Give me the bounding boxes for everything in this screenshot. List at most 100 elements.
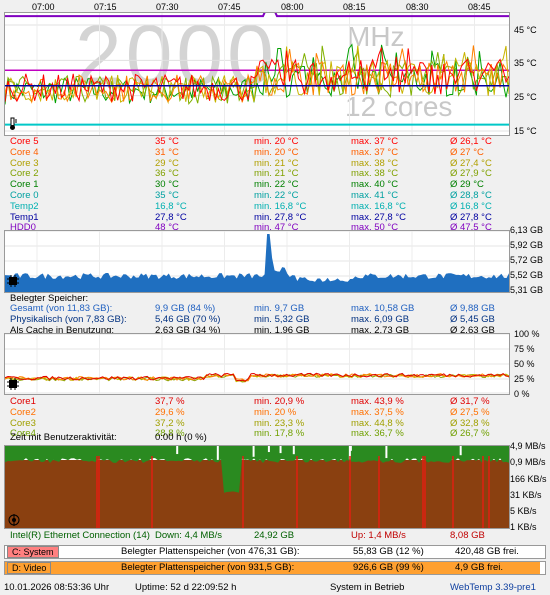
memory-chip-icon [7, 275, 19, 287]
temp-sensor-min: min. 21 °C [254, 168, 299, 180]
drive-free: 4,9 GB frei. [455, 562, 504, 573]
memory-cur: 5,46 GB (70 %) [155, 313, 221, 325]
temp-sensor-max: max. 37 °C [351, 146, 399, 158]
temp-sensor-row: Core 1 30 °C min. 22 °C max. 40 °C Ø 29 °C [0, 179, 550, 190]
temp-sensor-avg: Ø 26,1 °C [450, 136, 492, 147]
memory-cur: 9,9 GB (84 %) [155, 303, 216, 314]
temp-sensor-cur: 30 °C [155, 179, 179, 191]
y-tick: 166 KB/s [510, 474, 547, 484]
drive-free: 420,48 GB frei. [455, 546, 519, 557]
memory-min: min. 1,96 GB [254, 324, 310, 336]
cpu-core-row: Core2 29,6 % min. 20 % max. 37,5 % Ø 27,5 % [0, 407, 550, 418]
cpu-core-name: Core4 [10, 428, 36, 440]
memory-name: Als Cache in Benutzung: [10, 324, 115, 336]
y-tick: 0,9 MB/s [510, 457, 546, 467]
cpu-core-min: min. 20 % [254, 406, 297, 418]
temp-sensor-min: min. 47 °C [254, 222, 299, 234]
drive-desc: Belegter Plattenspeicher (von 931,5 GB): [121, 562, 295, 573]
time-tick: 07:30 [156, 2, 179, 12]
net-notch [279, 446, 282, 454]
network-chart [4, 445, 510, 529]
temp-sensor-cur: 29 °C [155, 157, 179, 169]
cpu-core-min: min. 17,8 % [254, 428, 305, 440]
upload-area [5, 460, 509, 528]
y-tick: 100 % [514, 329, 540, 339]
memory-cur: 2,63 GB (34 %) [155, 324, 221, 336]
cpu-core-max: max. 44,8 % [351, 417, 404, 429]
y-tick: 5,31 GB [510, 285, 544, 295]
network-down-total: 24,92 GB [254, 530, 295, 541]
time-tick: 08:00 [281, 2, 304, 12]
temp-sensor-row: Core 2 36 °C min. 21 °C max. 38 °C Ø 27,9 °C [0, 168, 550, 179]
temp-sensor-cur: 31 °C [155, 146, 179, 158]
cpu-core-name: Core3 [10, 417, 36, 429]
temp-sensor-max: max. 37 °C [351, 136, 399, 147]
drive-desc: Belegter Plattenspeicher (von 476,31 GB)… [121, 546, 300, 557]
memory-avg: Ø 5,45 GB [450, 313, 495, 325]
activity-value: 0:00 h (0 %) [155, 432, 207, 443]
temp-sensor-max: max. 38 °C [351, 157, 399, 169]
status-version: WebTemp 3.39-pre1 [450, 582, 536, 593]
temp-sensor-cur: 35 °C [155, 190, 179, 201]
temp-sensor-row: Temp2 16,8 °C min. 16,8 °C max. 16,8 °C Ø 16… [0, 201, 550, 212]
memory-row: Physikalisch (von 7,83 GB): 5,46 GB (70 %… [0, 314, 550, 325]
y-tick: 25 °C [514, 92, 537, 102]
y-tick: 50 % [514, 359, 535, 369]
memory-chart [4, 230, 510, 293]
memory-min: min. 9,7 GB [254, 303, 305, 314]
temp-sensor-name: Core 1 [10, 179, 39, 191]
memory-row: Gesamt (von 11,83 GB): 9,9 GB (84 %) min. … [0, 303, 550, 314]
temp-sensor-name: Core 4 [10, 146, 39, 158]
drive-row: C: System Belegter Plattenspeicher (von 4… [4, 545, 546, 559]
cpu-core-cur: 37,7 % [155, 396, 185, 407]
temp-sensor-max: max. 41 °C [351, 190, 399, 201]
temp-sensor-min: min. 20 °C [254, 146, 299, 158]
memory-max: max. 10,58 GB [351, 303, 415, 314]
y-tick: 25 % [514, 374, 535, 384]
temp-sensor-max: max. 38 °C [351, 168, 399, 180]
network-down: Down: 4,4 MB/s [155, 530, 223, 541]
cpu-core-min: min. 23,3 % [254, 417, 305, 429]
time-tick: 08:15 [343, 2, 366, 12]
temp-sensor-name: Core 2 [10, 168, 39, 180]
memory-max: max. 2,73 GB [351, 324, 410, 336]
temp-sensor-row: Core 3 29 °C min. 21 °C max. 38 °C Ø 27,4 °C [0, 158, 550, 169]
time-tick: 08:30 [406, 2, 429, 12]
temperature-chart: 2000 MHz 12 cores [4, 12, 510, 136]
temp-sensor-name: HDD0 [10, 222, 36, 234]
status-state: System in Betrieb [330, 582, 405, 593]
temp-sensor-cur: 35 °C [155, 136, 179, 147]
cpu-core-avg: Ø 31,7 % [450, 396, 490, 407]
thermometer-icon [7, 117, 19, 130]
cpu-core-max: max. 43,9 % [351, 396, 404, 407]
temp-sensor-max: max. 40 °C [351, 179, 399, 191]
drive-used: 926,6 GB (99 %) [353, 562, 424, 573]
cpu-core-cur: 37,2 % [155, 417, 185, 429]
y-tick: 0 % [514, 389, 530, 399]
cpu-core-avg: Ø 27,5 % [450, 406, 490, 418]
cpu-chart [4, 333, 510, 395]
memory-title: Belegter Speicher: [0, 293, 550, 304]
temp-sensor-max: max. 50 °C [351, 222, 399, 234]
series-core [5, 45, 509, 106]
net-notch [252, 446, 255, 457]
net-notch [267, 446, 270, 453]
network-row: Intel(R) Ethernet Connection (14) Down: … [0, 530, 550, 541]
status-datetime: 10.01.2026 08:53:36 Uhr [4, 582, 110, 593]
memory-avg: Ø 2,63 GB [450, 324, 495, 336]
temp-sensor-name: Temp1 [10, 211, 39, 223]
y-tick: 15 °C [514, 126, 537, 136]
temp-sensor-name: Temp2 [10, 200, 39, 212]
cpu-core-avg: Ø 32,8 % [450, 417, 490, 429]
temp-sensor-avg: Ø 28,8 °C [450, 190, 492, 201]
cpu-core-name: Core2 [10, 406, 36, 418]
temperature-plot [5, 13, 509, 135]
temp-sensor-avg: Ø 27,8 °C [450, 211, 492, 223]
series-core [5, 45, 509, 104]
drive-usage-bar [5, 562, 540, 574]
temp-sensor-name: Core 5 [10, 136, 39, 147]
cpu-core-avg: Ø 26,7 % [450, 428, 490, 440]
net-notch [176, 446, 179, 455]
temp-sensor-avg: Ø 27,4 °C [450, 157, 492, 169]
temp-sensor-name: Core 3 [10, 157, 39, 169]
